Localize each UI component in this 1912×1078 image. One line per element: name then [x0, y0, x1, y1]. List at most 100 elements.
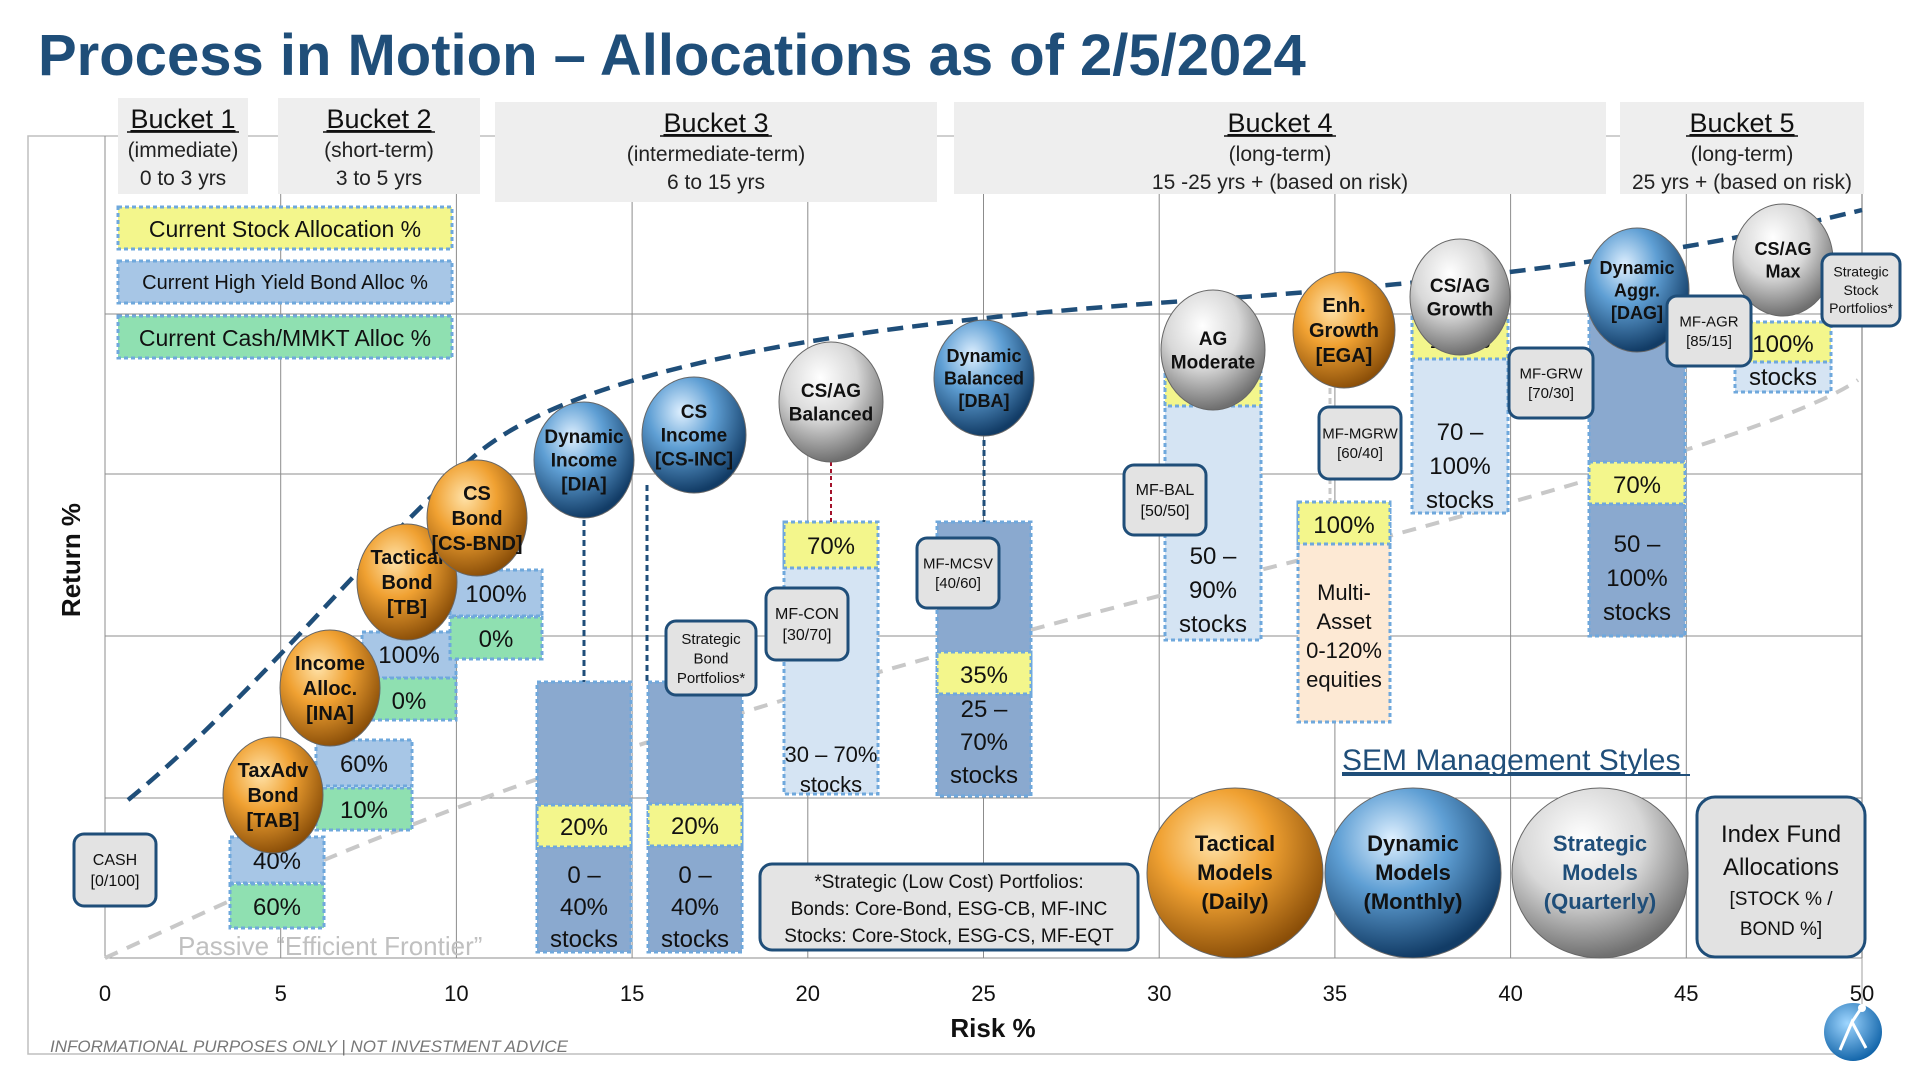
model-sphere — [933, 319, 1035, 437]
agmod-range-label: 50 – 90% stocks — [1179, 543, 1247, 638]
index-fund-label: Strategic Stock Portfolios* — [1829, 264, 1893, 316]
bucket-years: 25 yrs + (based on risk) — [1632, 171, 1852, 194]
model-label-line: CS — [463, 483, 491, 505]
note-line: *Strategic (Low Cost) Portfolios: — [814, 872, 1083, 893]
index-fund-2: MF-CON [30/70] — [764, 586, 850, 662]
model-label-line: Tactical — [371, 547, 444, 569]
x-tick-label: 40 — [1498, 981, 1522, 1006]
model-11: Dynamic Aggr. [DAG] — [1584, 227, 1690, 353]
index-fund-label-line: [40/60] — [935, 575, 981, 592]
ina-hyb-label: 60% — [340, 751, 388, 778]
style-label-line: Models — [1562, 860, 1638, 885]
index-fund-label-line: MF-BAL — [1136, 482, 1195, 499]
model-label-line: AG — [1199, 329, 1228, 350]
model-9: Enh. Growth [EGA] — [1292, 271, 1396, 389]
x-tick-label: 50 — [1850, 981, 1874, 1006]
style-label-line: Tactical — [1195, 831, 1275, 856]
legend-stock-box — [116, 205, 454, 251]
index-legend-line: Allocations — [1723, 854, 1839, 881]
index-fund-label-line: [70/30] — [1528, 385, 1574, 402]
dba-range-label-line: 25 – — [961, 696, 1008, 723]
style-label-line: Strategic — [1553, 831, 1647, 856]
bucket-headers: Bucket 1 (immediate) 0 to 3 yrs Bucket 2 (sh… — [118, 98, 1864, 202]
model-label-line: Balanced — [944, 368, 1024, 388]
legend-hyb: Current High Yield Bond Alloc % — [142, 272, 428, 294]
index-fund-label-line: [60/40] — [1337, 445, 1383, 462]
model-label-line: Growth — [1309, 320, 1379, 342]
note-line: Bonds: Core-Bond, ESG-CB, MF-INC — [791, 899, 1108, 920]
model-label: Tactical Bond [TB] — [371, 547, 444, 619]
style-label-line: (Quarterly) — [1544, 889, 1656, 914]
legend-cash: Current Cash/MMKT Alloc % — [139, 325, 431, 351]
index-fund-label-line: MF-GRW — [1519, 366, 1583, 383]
dia-range-label: 0 – 40% stocks — [550, 862, 618, 953]
agmod-range-label-line: 90% — [1189, 577, 1237, 604]
index-fund-label-line: Strategic — [681, 631, 741, 648]
style-tactical: Tactical Models (Daily) — [1146, 787, 1324, 959]
agmod-range-label-line: 50 – — [1190, 543, 1237, 570]
bucket-years: 0 to 3 yrs — [140, 167, 226, 190]
model-label-line: Dynamic — [1599, 258, 1674, 278]
model-label-line: Moderate — [1171, 353, 1255, 374]
model-label: Dynamic Balanced [DBA] — [944, 346, 1024, 411]
model-10: CS/AG Growth — [1409, 238, 1511, 356]
index-fund-1: Strategic Bond Portfolios* — [664, 619, 758, 697]
model-label-line: Income — [551, 451, 618, 472]
model-label: Income Alloc. [INA] — [295, 653, 365, 725]
grow-range-label: 70 – 100% stocks — [1426, 419, 1494, 514]
model-label-line: [TAB] — [247, 810, 300, 832]
model-label: AG Moderate — [1171, 329, 1255, 374]
index-fund-label-line: Portfolios* — [677, 670, 746, 687]
model-label-line: Max — [1765, 262, 1800, 282]
model-7: Dynamic Balanced [DBA] — [933, 319, 1035, 437]
model-label: Dynamic Aggr. [DAG] — [1599, 258, 1674, 323]
model-sphere — [778, 341, 884, 463]
grow-range-label-line: 100% — [1429, 453, 1490, 480]
index-fund-5: MF-MGRW [60/40] — [1317, 405, 1403, 481]
model-label: TaxAdv Bond [TAB] — [238, 760, 310, 832]
index-fund-label-line: [85/15] — [1686, 333, 1732, 350]
index-fund-box — [1122, 463, 1208, 537]
model-spheres: TaxAdv Bond [TAB] Income Alloc. [INA] Tactical… — [222, 203, 1834, 854]
ega-range-label-line: Multi- — [1317, 580, 1371, 605]
index-fund-label: MF-MGRW [60/40] — [1322, 426, 1398, 463]
model-label-line: Bond — [247, 785, 298, 807]
model-label: CS Income [CS-INC] — [655, 402, 733, 471]
logo-head — [1858, 1004, 1866, 1012]
bucket-name: Bucket 4 — [1227, 108, 1332, 138]
dba-stock-label: 35% — [960, 662, 1008, 689]
style-label: Tactical Models (Daily) — [1195, 831, 1275, 914]
index-fund-label-line: CASH — [93, 852, 137, 869]
x-axis-ticks: 0 5 10 15 20 25 30 35 40 45 50 — [99, 981, 1874, 1006]
index-fund-label: MF-CON [30/70] — [775, 606, 839, 644]
frontier-label: Passive “Efficient Frontier” — [178, 931, 482, 961]
index-fund-box — [1665, 294, 1753, 368]
strategic-note: *Strategic (Low Cost) Portfolios: Bonds: … — [758, 862, 1140, 952]
grow-range-label-line: stocks — [1426, 487, 1494, 514]
model-label: Enh. Growth [EGA] — [1309, 295, 1379, 367]
index-fund-label: MF-AGR [85/15] — [1679, 314, 1738, 351]
model-label-line: Bond — [451, 508, 502, 530]
bucket-years: 3 to 5 yrs — [336, 167, 422, 190]
dag-stock-label: 70% — [1613, 472, 1661, 499]
index-fund-label: Strategic Bond Portfolios* — [677, 631, 746, 687]
x-tick-label: 0 — [99, 981, 111, 1006]
index-fund-4: MF-BAL [50/50] — [1122, 463, 1208, 537]
bucket-box — [1620, 102, 1864, 194]
bucket-term: (intermediate-term) — [627, 143, 806, 166]
company-logo — [1824, 1003, 1882, 1061]
index-fund-label-line: Strategic — [1833, 264, 1888, 280]
dag-range-label-line: 50 – — [1614, 531, 1661, 558]
style-sphere — [1511, 787, 1689, 959]
model-sphere — [1160, 289, 1266, 411]
model-label: CS/AG Growth — [1427, 276, 1494, 321]
index-fund-label-line: MF-AGR — [1679, 314, 1738, 331]
model-2: Tactical Bond [TB] — [356, 523, 458, 641]
index-fund-box — [764, 586, 850, 662]
model-sphere — [222, 736, 324, 854]
model-label-line: [INA] — [306, 703, 354, 725]
passive-frontier-line — [104, 378, 1860, 960]
dba-stock-box — [935, 650, 1033, 696]
bucket-years: 6 to 15 yrs — [667, 171, 765, 194]
